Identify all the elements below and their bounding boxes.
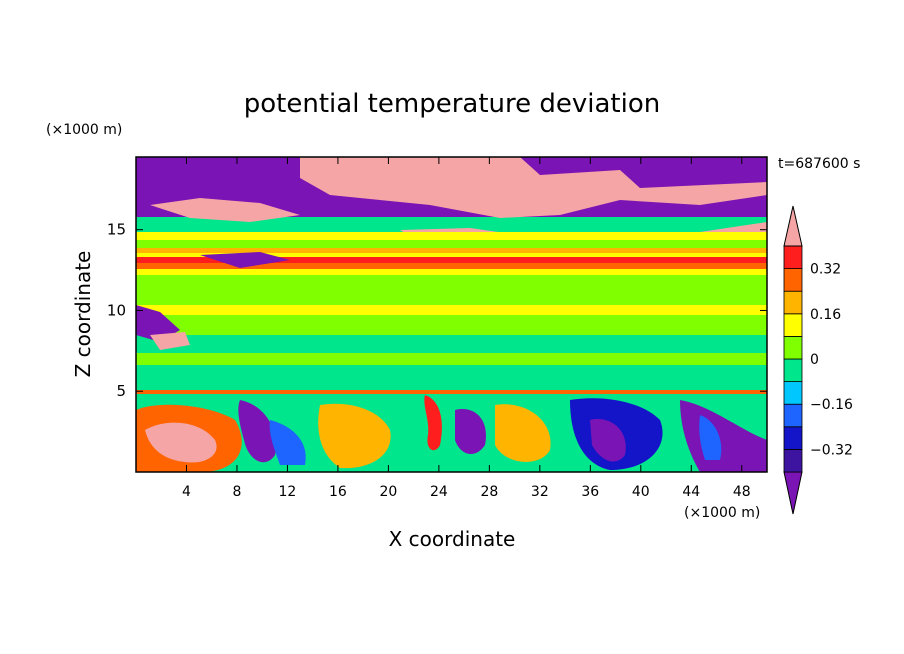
colorbar: 0.32 0.16 0 −0.16 −0.32 (783, 205, 853, 515)
chart-title: potential temperature deviation (244, 89, 660, 119)
band-layer (136, 269, 767, 275)
x-tick-label: 8 (232, 484, 241, 500)
colorbar-segment (783, 268, 803, 292)
x-axis-unit: (×1000 m) (684, 505, 760, 521)
x-tick-label: 24 (430, 484, 448, 500)
mid-layer (136, 275, 767, 305)
upper-warm-patch (150, 198, 300, 222)
colorbar-extend-low (783, 471, 803, 515)
colorbar-segment (783, 335, 803, 360)
band-layer (136, 253, 767, 257)
band-layer (136, 232, 767, 240)
eddy-cold (269, 420, 306, 465)
x-tick-label: 44 (682, 484, 700, 500)
x-axis-label: X coordinate (389, 527, 516, 551)
band-layer (136, 257, 767, 263)
mid-layer (136, 365, 767, 390)
plot-frame (135, 156, 768, 473)
y-tick-label: 15 (107, 221, 126, 239)
x-tick-label: 4 (182, 484, 191, 500)
x-tick-label: 40 (632, 484, 650, 500)
colorbar-tick-label: 0 (810, 352, 819, 368)
eddy-warm (495, 404, 551, 462)
mid-layer (136, 353, 767, 365)
colorbar-segment (783, 313, 803, 337)
x-tick-label: 28 (480, 484, 498, 500)
colorbar-segment (783, 381, 803, 405)
x-tick-label: 32 (531, 484, 549, 500)
mid-layer (136, 305, 767, 315)
eddy-cold (590, 419, 626, 462)
warm-intrusion (150, 332, 190, 350)
eddy-warm (318, 403, 391, 469)
eddy-cold (699, 415, 722, 460)
colorbar-tick-label: −0.32 (810, 442, 853, 458)
colorbar-tick-label: −0.16 (810, 397, 853, 413)
cold-intrusion (136, 305, 180, 342)
cold-intrusion (200, 252, 290, 268)
mid-layer (136, 315, 767, 335)
y-tick-label: 10 (107, 301, 126, 319)
x-axis-ticks: 4 8 12 16 20 24 28 32 36 40 44 48 (182, 157, 751, 500)
y-axis-label: Z coordinate (71, 251, 95, 378)
colorbar-segment (783, 426, 803, 450)
x-tick-label: 20 (379, 484, 397, 500)
x-tick-label: 36 (581, 484, 599, 500)
x-tick-label: 16 (329, 484, 347, 500)
time-label: t=687600 s (778, 156, 860, 172)
tropopause-warm-line (136, 390, 767, 394)
colorbar-segment (783, 403, 803, 428)
band-layer (136, 240, 767, 248)
colorbar-tick-label: 0.32 (810, 262, 841, 278)
x-tick-label: 48 (733, 484, 751, 500)
contour-plot-area (136, 157, 767, 472)
y-axis-ticks: 5 10 15 (107, 221, 767, 400)
x-tick-label: 12 (279, 484, 297, 500)
colorbar-segment (783, 245, 803, 270)
colorbar-segment (783, 358, 803, 383)
colorbar-extend-high (783, 205, 803, 247)
upper-warm-patch (300, 157, 767, 218)
colorbar-tick-label: 0.16 (810, 307, 841, 323)
eddy-warm (145, 422, 217, 463)
band-layer (136, 263, 767, 269)
y-axis-unit: (×1000 m) (46, 122, 122, 138)
y-tick-label: 5 (116, 382, 126, 400)
colorbar-segment (783, 290, 803, 315)
colorbar-segment (783, 448, 803, 473)
eddy-warm (424, 395, 442, 451)
eddy-cold (455, 409, 486, 455)
band-layer (136, 248, 767, 253)
eddy-cold (238, 400, 276, 463)
mid-layer (136, 335, 767, 353)
